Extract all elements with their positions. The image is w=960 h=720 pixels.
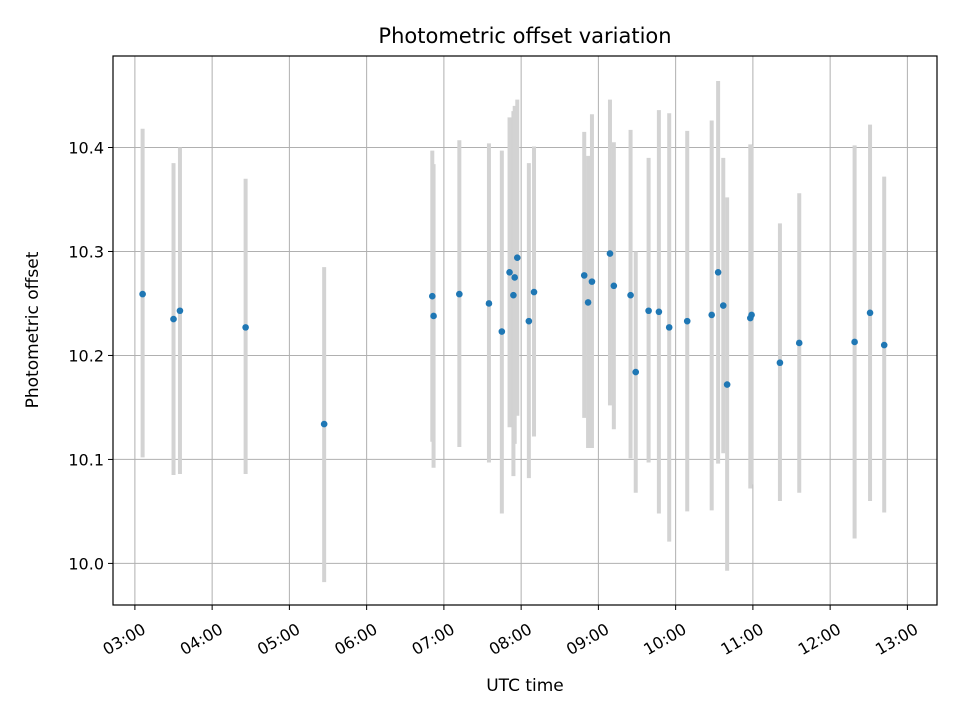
data-point xyxy=(748,311,755,319)
data-point xyxy=(606,250,614,257)
data-point xyxy=(530,288,538,296)
data-point xyxy=(851,338,858,346)
data-point xyxy=(645,307,652,315)
data-point xyxy=(498,328,506,335)
chart-title: Photometric offset variation xyxy=(378,24,671,48)
data-point xyxy=(429,292,436,300)
y-tick-label: 10.0 xyxy=(68,554,104,573)
y-tick-label: 10.4 xyxy=(68,139,104,158)
data-point xyxy=(584,299,592,306)
data-point xyxy=(632,368,640,376)
data-point xyxy=(655,308,663,316)
y-tick-label: 10.3 xyxy=(68,242,104,261)
data-point xyxy=(176,307,184,315)
data-point xyxy=(866,309,874,317)
x-axis-label: UTC time xyxy=(486,676,564,696)
data-point xyxy=(511,274,518,281)
y-tick-label: 10.1 xyxy=(68,450,104,469)
data-point xyxy=(510,291,517,299)
data-point xyxy=(610,282,618,290)
data-point xyxy=(513,254,521,262)
data-point xyxy=(588,278,596,285)
plot-frame xyxy=(112,55,938,606)
data-point xyxy=(430,312,437,320)
data-point xyxy=(506,268,513,276)
data-point xyxy=(714,268,722,276)
data-point xyxy=(170,315,177,323)
data-point xyxy=(485,300,493,307)
data-point xyxy=(139,290,146,298)
data-point xyxy=(242,324,249,331)
data-point xyxy=(456,290,463,298)
data-point xyxy=(683,317,691,325)
data-point xyxy=(719,302,727,309)
data-point xyxy=(708,311,715,319)
data-point xyxy=(580,272,588,279)
y-tick-label: 10.2 xyxy=(68,346,104,365)
y-axis-ticks: 10.0 10.1 10.2 10.3 10.4 xyxy=(68,139,113,573)
data-point xyxy=(525,317,533,325)
data-point xyxy=(665,324,673,331)
data-point xyxy=(627,291,634,299)
data-point xyxy=(776,359,784,367)
data-points xyxy=(139,250,888,428)
data-point xyxy=(320,420,328,428)
data-point xyxy=(723,381,731,388)
y-axis-label: Photometric offset xyxy=(23,251,43,408)
data-point xyxy=(795,339,803,347)
data-point xyxy=(880,341,888,349)
